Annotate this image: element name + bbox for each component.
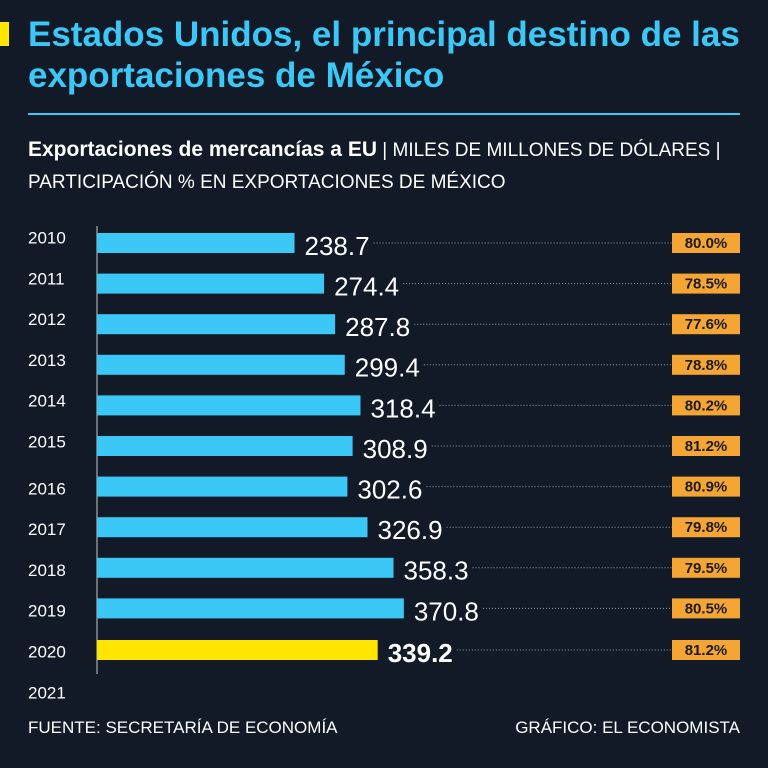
value-label: 318.4 [370, 393, 435, 423]
subtitle-bold: Exportaciones de mercancías a EU [28, 138, 377, 161]
bar [97, 436, 353, 456]
value-label: 238.7 [305, 231, 370, 261]
y-tick-label: 2020 [28, 642, 66, 661]
share-label: 81.2% [685, 642, 728, 659]
y-tick-label: 2012 [28, 310, 66, 329]
share-box [672, 273, 740, 294]
share-label: 81.2% [685, 438, 728, 455]
bar [97, 476, 348, 497]
share-box [672, 640, 740, 660]
subtitle-rest: | MILES DE MILLONES DE DÓLARES | PARTICI… [28, 140, 721, 193]
bar [97, 517, 368, 538]
y-tick-label: 2019 [28, 602, 66, 621]
bar [97, 395, 361, 416]
y-tick-label: 2015 [28, 432, 66, 451]
chart-title: Estados Unidos, el principal destino de … [28, 15, 740, 95]
bar [97, 640, 378, 660]
share-box [672, 436, 740, 456]
value-label: 339.2 [388, 638, 453, 668]
y-tick-label: 2014 [28, 392, 66, 411]
share-label: 80.2% [685, 397, 728, 414]
credit: GRÁFICO: EL ECONOMISTA [515, 718, 740, 737]
share-label: 78.5% [685, 276, 728, 293]
value-label: 302.6 [357, 474, 422, 504]
y-tick-label: 2018 [28, 561, 66, 580]
share-box [672, 517, 740, 538]
value-label: 370.8 [414, 596, 479, 626]
bar [97, 233, 295, 253]
value-label: 326.9 [378, 515, 443, 545]
bar [97, 354, 345, 375]
share-box [672, 395, 740, 416]
value-label: 274.4 [334, 271, 399, 301]
y-tick-label: 2011 [28, 269, 65, 288]
value-label: 299.4 [355, 353, 420, 383]
bar [97, 273, 325, 294]
value-label: 287.8 [345, 312, 410, 342]
share-label: 77.6% [685, 316, 728, 333]
value-label: 308.9 [363, 434, 428, 464]
subtitle: Exportaciones de mercancías a EU | MILES… [28, 134, 738, 199]
share-label: 79.5% [685, 560, 728, 577]
share-label: 80.9% [685, 479, 728, 496]
y-tick-label: 2021 [28, 683, 66, 702]
y-tick-label: 2017 [28, 520, 66, 539]
share-box [672, 476, 740, 497]
bar [97, 598, 404, 619]
value-label: 358.3 [403, 556, 468, 586]
accent [0, 22, 9, 46]
share-label: 78.8% [685, 357, 728, 374]
share-box [672, 557, 740, 578]
bar [97, 557, 394, 578]
source: FUENTE: SECRETARÍA DE ECONOMÍA [28, 718, 338, 737]
bar [97, 314, 336, 335]
share-box [672, 314, 740, 335]
y-tick-label: 2016 [28, 479, 66, 498]
share-box [672, 598, 740, 619]
y-tick-label: 2010 [28, 228, 66, 247]
share-label: 79.8% [685, 519, 728, 536]
y-tick-label: 2013 [28, 351, 66, 370]
share-box [672, 354, 740, 375]
share-box [672, 233, 740, 253]
share-label: 80.0% [685, 235, 728, 252]
share-label: 80.5% [685, 600, 728, 617]
